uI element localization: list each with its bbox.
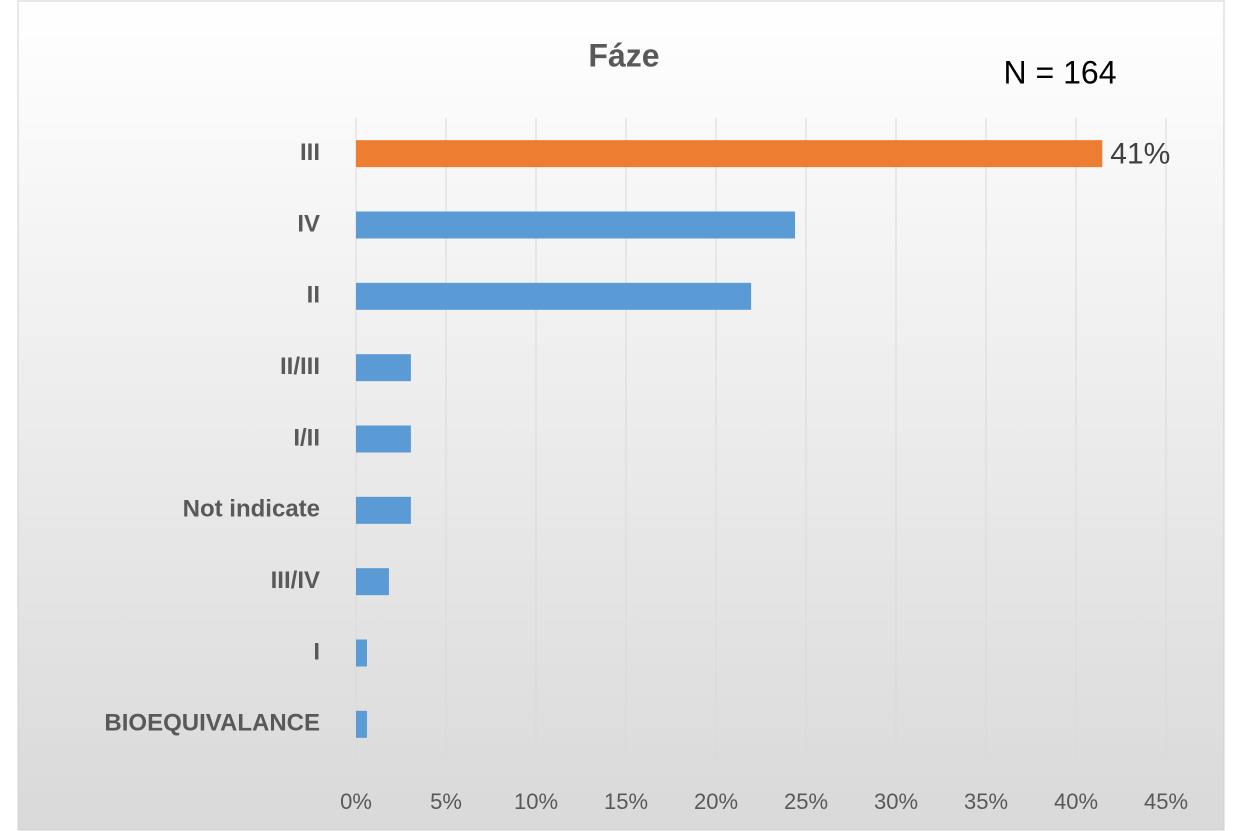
x-tick-label: 20% [694, 789, 738, 814]
x-tick-label: 45% [1144, 789, 1188, 814]
x-tick-label: 30% [874, 789, 918, 814]
x-tick-label: 40% [1054, 789, 1098, 814]
y-tick-label: III [300, 139, 320, 166]
x-tick-label: 0% [340, 789, 372, 814]
x-tick-label: 15% [604, 789, 648, 814]
chart-background [17, 0, 1225, 831]
bar [356, 354, 411, 382]
bar [356, 568, 389, 596]
y-tick-label: IV [297, 210, 320, 237]
bar [356, 639, 367, 667]
bar [356, 211, 796, 239]
y-tick-label: III/IV [271, 567, 320, 594]
x-tick-label: 10% [514, 789, 558, 814]
bar [356, 282, 752, 310]
bar [356, 425, 411, 453]
x-tick-label: 5% [430, 789, 462, 814]
y-tick-label: II/III [280, 353, 320, 380]
y-tick-label: I [313, 638, 320, 665]
y-tick-label: I/II [293, 424, 320, 451]
bar [356, 710, 367, 738]
bar [356, 140, 1103, 168]
bar [356, 496, 411, 524]
y-tick-label: II [307, 282, 320, 309]
y-tick-label: BIOEQUIVALANCE [104, 710, 320, 737]
annotation: N = 164 [1004, 54, 1117, 90]
x-tick-label: 35% [964, 789, 1008, 814]
y-tick-label: Not indicate [183, 496, 320, 523]
chart-title: Fáze [588, 37, 659, 73]
data-label: 41% [1110, 138, 1170, 171]
x-tick-label: 25% [784, 789, 828, 814]
